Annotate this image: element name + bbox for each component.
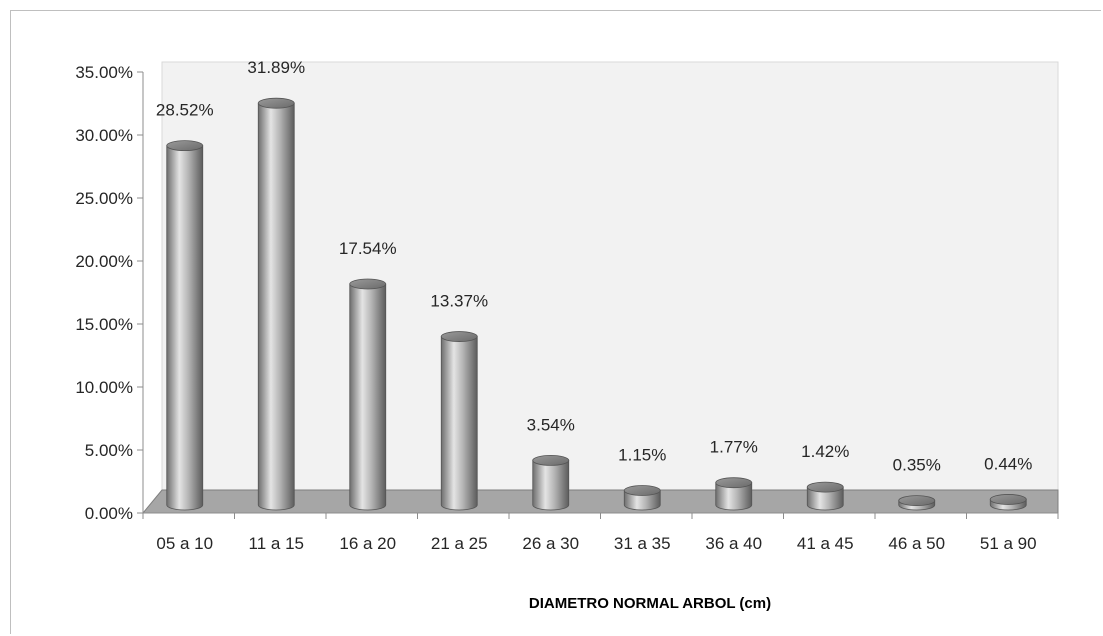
x-tick-label: 05 a 10 <box>156 534 213 553</box>
y-tick-label: 35.00% <box>75 63 133 82</box>
bar <box>806 481 844 511</box>
bar <box>715 477 753 511</box>
bar <box>440 331 478 511</box>
y-tick-label: 0.00% <box>85 504 133 523</box>
plot-area <box>141 61 1059 514</box>
y-tick-label: 25.00% <box>75 189 133 208</box>
bar-top <box>257 97 295 109</box>
data-label: 17.54% <box>339 239 397 258</box>
bar-top <box>349 278 387 290</box>
data-label: 1.15% <box>618 446 666 465</box>
bar-body <box>532 459 570 511</box>
x-tick-label: 16 a 20 <box>339 534 396 553</box>
bar-body <box>440 336 478 511</box>
x-axis-title: DIAMETRO NORMAL ARBOL (cm) <box>529 595 771 612</box>
bar-top <box>440 331 478 342</box>
y-tick-label: 15.00% <box>75 315 133 334</box>
data-label: 0.44% <box>984 454 1032 473</box>
data-labels: 28.52% 31.89% 17.54% 13.37% 3.54% 1.15% 1.77% 1… <box>156 58 1032 474</box>
bar <box>532 454 570 511</box>
x-axis: 05 a 10 11 a 15 16 a 20 21 a 25 26 a 30 31 a … <box>142 512 1059 553</box>
bar <box>166 140 204 511</box>
bar-body <box>806 486 844 511</box>
bar-top <box>806 481 844 493</box>
x-tick-label: 36 a 40 <box>705 534 762 553</box>
data-label: 1.42% <box>801 442 849 461</box>
bar <box>349 278 387 511</box>
bar <box>257 97 295 511</box>
bar-top <box>715 477 753 489</box>
bar-top <box>989 494 1027 505</box>
x-tick-label: 26 a 30 <box>522 534 579 553</box>
bar-body <box>715 482 753 511</box>
x-tick-label: 51 a 90 <box>980 534 1037 553</box>
data-label: 1.77% <box>710 438 758 457</box>
x-tick-label: 46 a 50 <box>888 534 945 553</box>
bar-top <box>166 140 204 152</box>
bar <box>898 495 936 511</box>
bar-body <box>166 145 204 511</box>
data-label: 13.37% <box>430 292 488 311</box>
y-tick-label: 5.00% <box>85 441 133 460</box>
y-tick-label: 10.00% <box>75 378 133 397</box>
y-tick-label: 30.00% <box>75 126 133 145</box>
bar-body <box>623 490 661 511</box>
bar-body <box>349 283 387 511</box>
bar-body <box>257 102 295 511</box>
data-label: 28.52% <box>156 101 214 120</box>
x-tick-label: 41 a 45 <box>797 534 854 553</box>
bar-top <box>898 495 936 506</box>
bars <box>166 97 1027 511</box>
back-wall <box>161 61 1059 491</box>
bar-top <box>532 454 570 466</box>
y-tick-label: 20.00% <box>75 252 133 271</box>
data-label: 0.35% <box>893 456 941 475</box>
bar <box>623 485 661 511</box>
x-tick-label: 31 a 35 <box>614 534 671 553</box>
bar-top <box>623 485 661 496</box>
bar <box>989 494 1027 511</box>
x-tick-label: 21 a 25 <box>431 534 488 553</box>
data-label: 31.89% <box>247 58 305 77</box>
x-tick-label: 11 a 15 <box>249 534 304 553</box>
data-label: 3.54% <box>527 415 575 434</box>
y-axis: 0.00% 5.00% 10.00% 15.00% 20.00% 25.00% 30.00%… <box>75 63 144 523</box>
